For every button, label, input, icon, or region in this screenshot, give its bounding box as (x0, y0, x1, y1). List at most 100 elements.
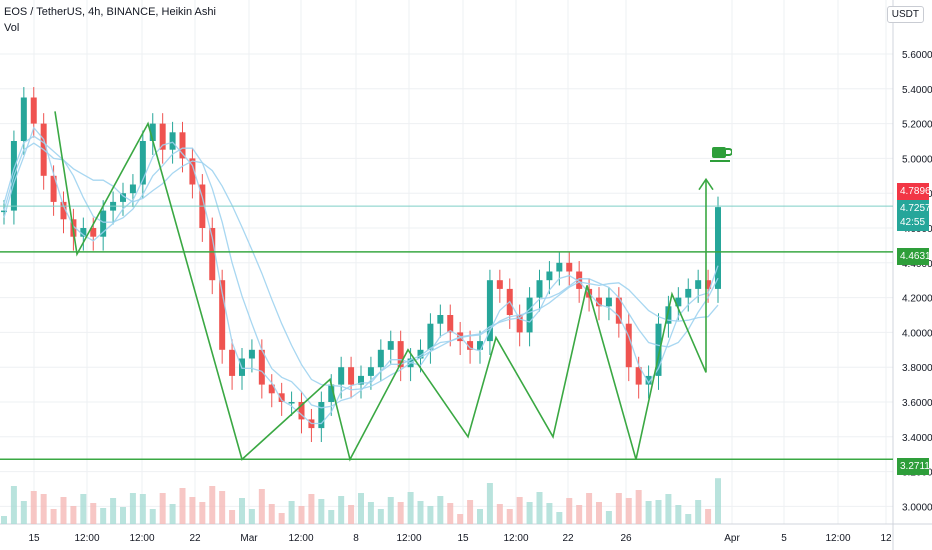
volume-bar (258, 489, 265, 524)
candle-body (318, 402, 325, 429)
candle-body (90, 228, 97, 237)
volume-bar (348, 505, 355, 524)
volume-bar (60, 497, 67, 524)
x-tick-label: 26 (620, 533, 632, 544)
volume-bar (30, 491, 37, 524)
candle-body (566, 262, 573, 272)
candle-body (695, 280, 702, 289)
x-tick-label: Mar (240, 533, 258, 544)
candle-body (635, 367, 642, 385)
candle-body (447, 315, 454, 333)
volume-bar (129, 493, 136, 524)
candle-body (149, 123, 156, 141)
y-tick-label: 3.0000 (902, 502, 932, 513)
candle-body (139, 141, 146, 185)
volume-bar (397, 502, 404, 524)
candle-body (179, 132, 186, 159)
candle-body (50, 175, 57, 202)
candle-body (348, 367, 355, 385)
candle-body (209, 228, 216, 281)
volume-bar (338, 496, 345, 524)
volume-bar (80, 494, 87, 524)
volume-bar (288, 501, 295, 524)
candle-body (596, 297, 602, 307)
volume-bar (100, 508, 107, 524)
volume-bar (10, 486, 17, 524)
candle-body (536, 280, 543, 298)
volume-bar (615, 493, 622, 524)
volume-bar (447, 503, 454, 524)
y-tick-label: 5.2000 (902, 120, 932, 131)
volume-bar (516, 497, 523, 524)
volume-bar (139, 494, 146, 524)
volume-bar (90, 503, 97, 524)
candle-body (358, 375, 364, 385)
candle-body (645, 375, 652, 385)
volume-bar (1, 516, 7, 524)
volume-bar (675, 505, 682, 524)
y-tick-label: 4.0000 (902, 328, 932, 339)
candle-body (467, 341, 474, 350)
volume-bar (486, 483, 493, 524)
candle-body (665, 306, 672, 324)
x-tick-label: 15 (457, 533, 469, 544)
currency-button[interactable]: USDT (886, 6, 924, 23)
candle-body (516, 315, 523, 333)
price-label-support: 3.2711 (897, 458, 930, 475)
volume-bar (229, 510, 236, 524)
candle-body (288, 402, 295, 404)
volume-bar (199, 502, 206, 524)
volume-bar (149, 509, 156, 524)
candle-body (605, 297, 612, 307)
x-tick-label: 22 (189, 533, 201, 544)
candle-body (526, 297, 533, 333)
volume-bar (417, 501, 424, 524)
volume-bar (586, 493, 593, 524)
volume-indicator-label: Vol (4, 22, 20, 34)
volume-bar (566, 498, 573, 524)
candle-body (248, 349, 255, 359)
zigzag-drawing (54, 111, 707, 462)
volume-bar (605, 511, 612, 524)
candle-body (159, 123, 166, 150)
volume-bar (159, 493, 166, 524)
candle-body (685, 288, 692, 298)
volume-bar (546, 503, 553, 524)
candle-body (377, 349, 384, 368)
x-tick-label: 12:00 (288, 533, 313, 544)
x-tick-label: 5 (781, 533, 787, 544)
candle-body (675, 297, 682, 307)
candle-body (615, 297, 622, 324)
candle-body (625, 323, 632, 368)
volume-bar (596, 502, 602, 524)
volume-bar (377, 509, 384, 524)
volume-bar (625, 498, 632, 524)
candle-body (328, 384, 335, 402)
volume-bar (268, 504, 275, 524)
candle-body (219, 280, 226, 350)
moving-average-line (3, 142, 719, 409)
moving-average-line (3, 135, 719, 391)
candle-body (1, 210, 7, 213)
x-tick-label: 15 (28, 533, 40, 544)
candle-body (268, 384, 275, 394)
x-tick-label: 12:00 (503, 533, 528, 544)
candle-body (30, 97, 37, 124)
y-tick-label: 4.2000 (902, 294, 932, 305)
volume-bar (169, 504, 176, 524)
x-tick-label: 12:00 (396, 533, 421, 544)
candle-body (338, 367, 345, 385)
candle-body (20, 97, 27, 141)
volume-bar (665, 494, 672, 524)
volume-bar (209, 486, 216, 524)
volume-bar (50, 509, 57, 524)
candle-body (100, 210, 107, 237)
volume-bar (645, 501, 652, 524)
candle-body (278, 393, 285, 402)
volume-bar (189, 497, 196, 524)
volume-bar (120, 507, 126, 524)
volume-bar (110, 498, 117, 524)
candle-body (576, 271, 583, 289)
candle-body (397, 341, 404, 368)
